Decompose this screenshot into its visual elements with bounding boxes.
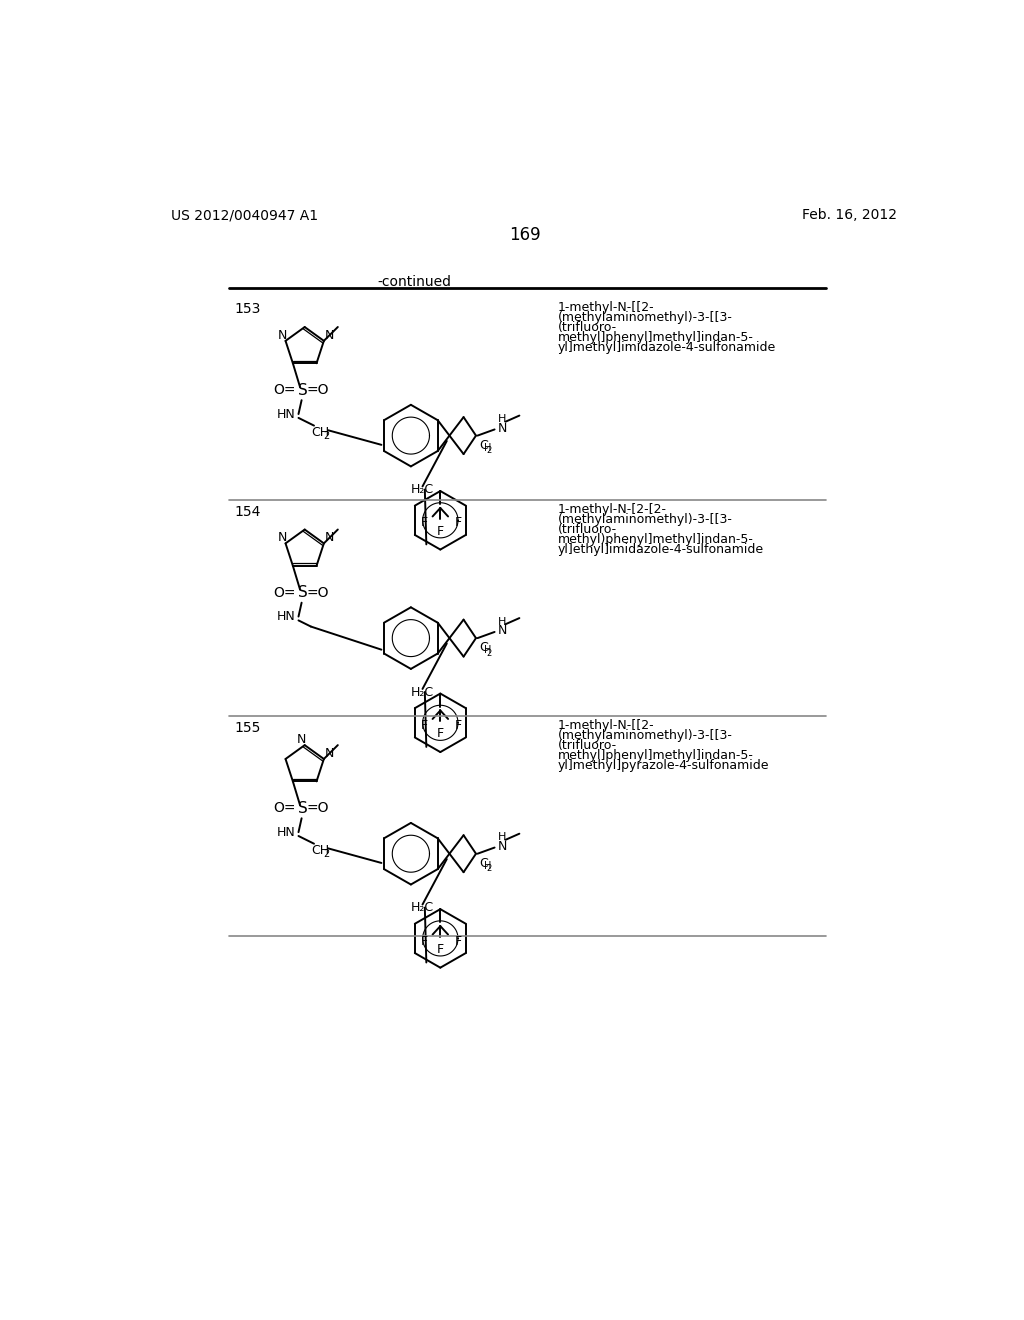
Text: H₂C: H₂C [411, 902, 434, 915]
Text: N: N [498, 840, 507, 853]
Text: 1-methyl-N-[[2-: 1-methyl-N-[[2- [558, 719, 654, 733]
Text: US 2012/0040947 A1: US 2012/0040947 A1 [171, 209, 317, 223]
Text: O=: O= [273, 801, 295, 816]
Text: 169: 169 [509, 226, 541, 244]
Text: H: H [483, 442, 492, 453]
Text: yl]methyl]pyrazole-4-sulfonamide: yl]methyl]pyrazole-4-sulfonamide [558, 759, 770, 772]
Text: H: H [498, 832, 506, 842]
Text: 2: 2 [324, 849, 330, 859]
Text: C: C [479, 857, 487, 870]
Text: H: H [498, 616, 506, 627]
Text: 2: 2 [486, 446, 493, 455]
Text: 2: 2 [486, 649, 493, 657]
Text: F: F [421, 935, 428, 948]
Text: yl]ethyl]imidazole-4-sulfonamide: yl]ethyl]imidazole-4-sulfonamide [558, 544, 764, 557]
Text: 154: 154 [234, 506, 260, 519]
Text: 155: 155 [234, 721, 260, 734]
Text: F: F [437, 942, 444, 956]
Text: H: H [483, 645, 492, 655]
Text: N: N [297, 733, 306, 746]
Text: (methylaminomethyl)-3-[[3-: (methylaminomethyl)-3-[[3- [558, 513, 733, 527]
Text: N: N [325, 329, 334, 342]
Text: HN: HN [276, 610, 296, 623]
Text: N: N [325, 747, 334, 760]
Text: methyl)phenyl]methyl]indan-5-: methyl)phenyl]methyl]indan-5- [558, 533, 754, 546]
Text: 153: 153 [234, 302, 260, 317]
Text: Feb. 16, 2012: Feb. 16, 2012 [802, 209, 897, 223]
Text: yl]methyl]imidazole-4-sulfonamide: yl]methyl]imidazole-4-sulfonamide [558, 341, 776, 354]
Text: methyl]phenyl]methyl]indan-5-: methyl]phenyl]methyl]indan-5- [558, 331, 754, 345]
Text: 1-methyl-N-[[2-: 1-methyl-N-[[2- [558, 301, 654, 314]
Text: N: N [278, 532, 287, 544]
Text: CH: CH [311, 845, 329, 858]
Text: S: S [298, 585, 307, 601]
Text: 2: 2 [324, 430, 330, 441]
Text: (methylaminomethyl)-3-[[3-: (methylaminomethyl)-3-[[3- [558, 312, 733, 323]
Text: -continued: -continued [378, 276, 452, 289]
Text: H: H [483, 861, 492, 871]
Text: H₂C: H₂C [411, 686, 434, 698]
Text: S: S [298, 383, 307, 397]
Text: F: F [421, 719, 428, 733]
Text: F: F [455, 516, 462, 529]
Text: F: F [455, 719, 462, 733]
Text: C: C [479, 438, 487, 451]
Text: =O: =O [306, 801, 329, 816]
Text: (trifluoro-: (trifluoro- [558, 524, 617, 536]
Text: F: F [437, 727, 444, 741]
Text: =O: =O [306, 586, 329, 599]
Text: N: N [278, 329, 287, 342]
Text: N: N [498, 422, 507, 434]
Text: O=: O= [273, 383, 295, 397]
Text: methyl]phenyl]methyl]indan-5-: methyl]phenyl]methyl]indan-5- [558, 748, 754, 762]
Text: S: S [298, 801, 307, 816]
Text: N: N [498, 624, 507, 638]
Text: N: N [325, 532, 334, 544]
Text: 2: 2 [486, 865, 493, 874]
Text: H₂C: H₂C [411, 483, 434, 496]
Text: (trifluoro-: (trifluoro- [558, 321, 617, 334]
Text: F: F [455, 935, 462, 948]
Text: 1-methyl-N-[2-[2-: 1-methyl-N-[2-[2- [558, 503, 667, 516]
Text: HN: HN [276, 408, 296, 421]
Text: F: F [437, 525, 444, 539]
Text: CH: CH [311, 426, 329, 440]
Text: F: F [421, 516, 428, 529]
Text: =O: =O [306, 383, 329, 397]
Text: O=: O= [273, 586, 295, 599]
Text: C: C [479, 642, 487, 655]
Text: (trifluoro-: (trifluoro- [558, 739, 617, 752]
Text: HN: HN [276, 825, 296, 838]
Text: (methylaminomethyl)-3-[[3-: (methylaminomethyl)-3-[[3- [558, 729, 733, 742]
Text: H: H [498, 414, 506, 424]
